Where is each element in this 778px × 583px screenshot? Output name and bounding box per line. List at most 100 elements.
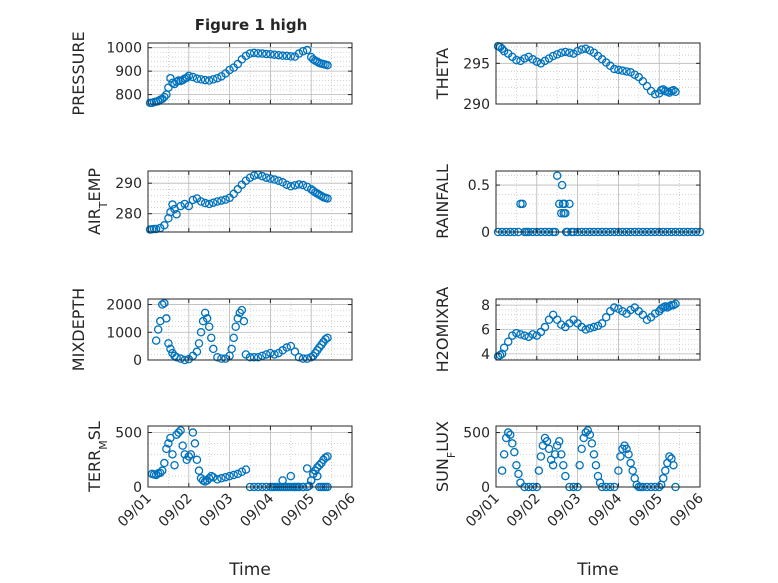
data-point — [587, 439, 597, 448]
data-point — [282, 343, 291, 352]
data-point — [257, 49, 267, 58]
data-point — [626, 458, 635, 468]
data-point — [510, 447, 519, 457]
y-axis-label-suffix: SL — [85, 421, 104, 440]
data-point — [278, 476, 287, 485]
data-point — [237, 305, 247, 315]
data-point — [642, 81, 652, 91]
y-axis-label: THETA — [433, 48, 452, 100]
data-point — [548, 51, 558, 61]
data-point — [166, 344, 175, 354]
data-point — [614, 65, 623, 75]
data-point — [217, 196, 226, 205]
y-axis-label-text: PRESSURE — [69, 31, 88, 115]
data-point — [565, 48, 574, 58]
data-point — [196, 328, 206, 337]
series-theta — [493, 42, 680, 99]
data-point — [302, 45, 312, 55]
data-point — [534, 466, 544, 475]
data-point — [540, 322, 550, 332]
series-air_temp — [145, 170, 332, 234]
data-point — [182, 73, 192, 82]
data-point — [516, 330, 525, 339]
data-point — [217, 354, 226, 363]
data-point — [204, 76, 214, 85]
data-point — [561, 471, 570, 481]
data-point — [221, 472, 230, 482]
data-point — [245, 352, 255, 362]
data-point — [162, 444, 171, 454]
y-tick-label: 290 — [115, 176, 142, 192]
data-point — [257, 351, 267, 361]
axes-box — [147, 425, 353, 488]
data-point — [239, 316, 249, 326]
data-point — [180, 450, 189, 459]
data-point — [557, 180, 567, 190]
y-tick-label: 0 — [481, 480, 490, 496]
data-point — [209, 198, 218, 207]
data-point — [323, 333, 332, 343]
data-point — [548, 310, 558, 320]
subplot-pressure: 800 900 1000 PRESSURE — [69, 31, 353, 116]
data-point — [573, 46, 582, 56]
data-point — [270, 350, 279, 359]
data-point — [528, 330, 537, 339]
data-point — [581, 428, 591, 437]
data-point — [552, 50, 562, 59]
data-point — [178, 75, 187, 85]
data-point — [249, 352, 259, 362]
data-point — [628, 466, 637, 475]
data-point — [186, 450, 196, 459]
y-axis-label-text: TERR — [85, 450, 104, 493]
data-point — [499, 343, 509, 353]
data-point — [213, 352, 222, 362]
data-point — [550, 450, 560, 459]
data-point — [616, 452, 625, 461]
data-point — [499, 450, 509, 459]
data-point — [298, 180, 308, 190]
y-tick-label: 1000 — [106, 325, 142, 341]
data-point — [204, 199, 214, 209]
data-point — [577, 45, 586, 54]
data-point — [671, 87, 680, 97]
data-point — [151, 336, 161, 345]
data-point — [315, 460, 324, 470]
data-point — [253, 49, 263, 58]
data-point — [559, 460, 568, 470]
data-point — [518, 199, 527, 209]
data-point — [554, 436, 564, 446]
data-point — [196, 197, 206, 206]
data-point — [188, 428, 198, 437]
y-tick-label: 0.5 — [468, 178, 490, 194]
data-point — [170, 460, 179, 470]
y-axis-label-subscript: T — [97, 201, 110, 209]
y-tick-label: 280 — [115, 207, 142, 223]
data-point — [557, 48, 566, 58]
y-tick-label: 6 — [481, 323, 490, 339]
data-point — [503, 428, 513, 437]
data-point — [225, 65, 234, 75]
data-point — [298, 46, 308, 56]
data-point — [184, 452, 194, 461]
y-axis-label-suffix: LUX — [433, 421, 452, 452]
data-point — [262, 350, 271, 359]
y-axis-label: SUNFLUX — [433, 421, 458, 492]
y-axis-label-suffix: EMP — [85, 168, 104, 202]
data-point — [266, 50, 275, 59]
y-axis-label: AIRTEMP — [85, 168, 110, 235]
data-point — [204, 474, 214, 483]
y-tick-label: 500 — [463, 426, 490, 442]
y-tick-label: 8 — [481, 298, 490, 314]
data-point — [536, 452, 546, 461]
data-point — [178, 441, 187, 450]
data-point — [209, 344, 218, 354]
data-point — [266, 174, 275, 183]
series-h2omixra — [493, 299, 680, 361]
data-point — [200, 198, 210, 208]
y-tick-label: 290 — [463, 97, 490, 113]
y-axis-label: PRESSURE — [69, 31, 88, 115]
y-tick-label: 0 — [133, 480, 142, 496]
y-axis-label-text: RAINFALL — [433, 164, 452, 239]
data-point — [512, 55, 521, 65]
